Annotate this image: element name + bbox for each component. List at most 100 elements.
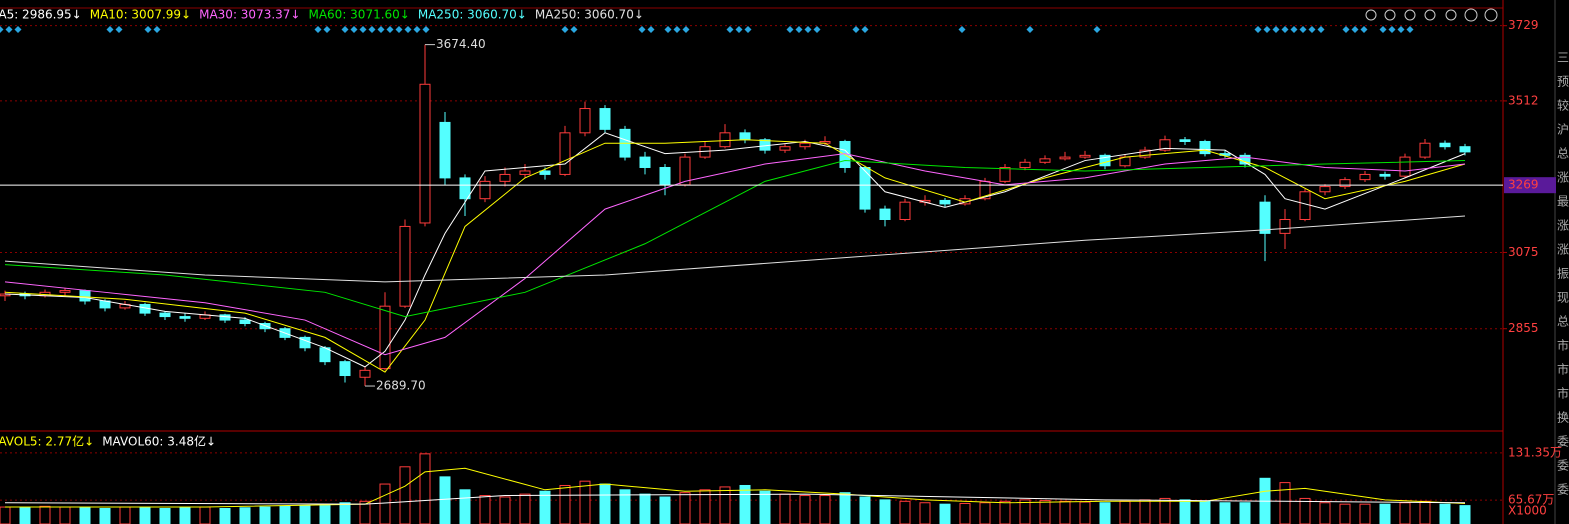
candle-body (1359, 173, 1371, 181)
volume-bar (999, 500, 1011, 524)
volume-bar (459, 489, 471, 524)
candle-body (379, 305, 391, 370)
volume-bar (219, 507, 231, 524)
candle-body (719, 132, 731, 148)
signal-marker (1317, 26, 1325, 33)
volume-bar (599, 483, 611, 524)
ma-line (4, 215, 1466, 283)
unit-label: X1000 (1508, 504, 1547, 518)
legend-entry: MA5: 2986.95↓ (0, 8, 82, 22)
volume-bar (959, 502, 971, 524)
volume-bar (59, 506, 71, 524)
annotation-label: 2689.70 (376, 379, 426, 393)
volume-bar (659, 496, 671, 524)
volume-bar (199, 506, 211, 524)
volume-bar (439, 476, 451, 524)
side-text: 换 (1557, 411, 1569, 425)
candle-body (399, 225, 411, 307)
volume-bar (779, 493, 791, 524)
candle-body (339, 361, 351, 377)
y-tick-label: 3729 (1508, 18, 1539, 32)
tool-icon[interactable] (1445, 9, 1457, 21)
signal-marker (14, 26, 22, 33)
candle-body (999, 166, 1011, 182)
signal-marker (144, 26, 152, 33)
side-text: 市 (1557, 386, 1569, 401)
side-text: 三 (1557, 51, 1569, 65)
volume-bar (1039, 500, 1051, 524)
candle-body (599, 108, 611, 130)
volume-bar (579, 480, 591, 524)
y-tick-label: 2855 (1508, 321, 1539, 335)
signal-marker (638, 26, 646, 33)
side-text: 较 (1557, 98, 1569, 113)
legend-entry: MA250: 3060.70↓ (418, 8, 527, 22)
volume-bar (899, 500, 911, 524)
volume-bar (1159, 497, 1171, 524)
annotation-label: 3674.40 (436, 37, 486, 51)
volume-bar (319, 503, 331, 524)
volume-bar (279, 505, 291, 524)
signal-marker (314, 26, 322, 33)
signal-marker (350, 26, 358, 33)
side-text: 市 (1557, 338, 1569, 353)
candle-body (479, 180, 491, 200)
zoom-in[interactable] (1464, 8, 1478, 22)
signal-marker (115, 26, 123, 33)
volume-bar (1379, 503, 1391, 524)
candle-body (1259, 201, 1271, 234)
tool-icon[interactable] (1404, 9, 1416, 21)
tool-icon[interactable] (1384, 9, 1396, 21)
candle-body (539, 170, 551, 175)
candle-body (439, 121, 451, 179)
volume-bar (419, 453, 431, 524)
signal-marker (359, 26, 367, 33)
volume-bar (519, 493, 531, 524)
candle-body (179, 316, 191, 319)
signal-marker (377, 26, 385, 33)
volume-bar (559, 484, 571, 524)
volume-bar (1419, 500, 1431, 524)
volume-bar (1059, 500, 1071, 524)
volume-bar (839, 492, 851, 524)
signal-marker (852, 26, 860, 33)
candle-body (1299, 191, 1311, 221)
side-text: 委 (1557, 435, 1569, 449)
zoom-out[interactable] (1484, 8, 1498, 22)
y-tick-label: 3075 (1508, 245, 1539, 259)
tool-icon[interactable] (1365, 9, 1377, 21)
signal-marker (664, 26, 672, 33)
candle-body (1279, 219, 1291, 234)
candle-body (859, 166, 871, 210)
volume-bar (339, 502, 351, 524)
signal-marker (1272, 26, 1280, 33)
last-price-label: 3269 (1508, 178, 1539, 192)
volume-bar (679, 492, 691, 524)
signal-marker (958, 26, 966, 33)
signal-marker (1397, 26, 1405, 33)
tool-icon[interactable] (1424, 9, 1436, 21)
volume-bar (139, 507, 151, 524)
volume-bar (699, 489, 711, 524)
candle-body (1059, 156, 1071, 160)
signal-marker (1290, 26, 1298, 33)
candle-body (499, 173, 511, 182)
volume-bar (79, 507, 91, 524)
signal-marker (647, 26, 655, 33)
ma-line (4, 153, 1466, 356)
volume-bar (1399, 502, 1411, 524)
volume-bar (379, 483, 391, 524)
volume-bar (1219, 502, 1231, 524)
toolbar (1365, 8, 1498, 22)
legend-entry: MA250: 3060.70↓ (535, 8, 644, 22)
candle-body (459, 177, 471, 200)
signal-marker (395, 26, 403, 33)
volume-bar (259, 506, 271, 524)
volume-bar (1079, 501, 1091, 524)
signal-marker (0, 26, 4, 33)
candle-body (359, 369, 371, 378)
volume-bar (299, 505, 311, 524)
volume-bar (479, 495, 491, 524)
side-text: 涨 (1557, 242, 1569, 257)
candle-body (779, 146, 791, 151)
